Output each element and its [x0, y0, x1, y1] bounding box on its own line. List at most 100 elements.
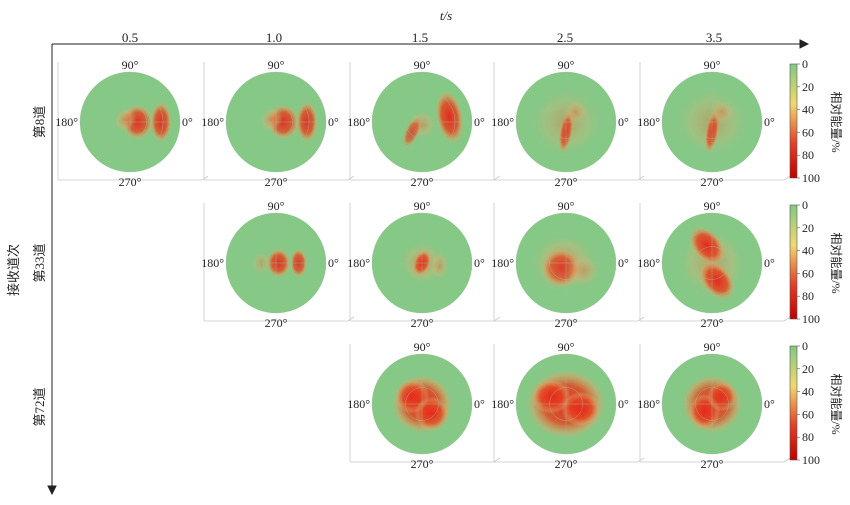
angle-label-180: 180° — [347, 256, 370, 270]
column-labels: 0.5 1.0 1.5 2.5 3.5 — [122, 30, 722, 45]
colorbar-tick-label: 80 — [802, 430, 814, 444]
panel-frame — [493, 62, 645, 181]
angle-label-0: 0° — [764, 256, 775, 270]
polar-grid — [371, 212, 473, 314]
angle-label-90: 90° — [558, 340, 575, 354]
colorbar-tick-label: 100 — [802, 171, 820, 185]
colorbar-tick-label: 60 — [802, 407, 814, 421]
polar-grid — [661, 71, 763, 173]
colorbar-tick-label: 80 — [802, 148, 814, 162]
angle-label-0: 0° — [182, 115, 193, 129]
polar-grid — [661, 212, 763, 314]
colorbar-tick-label: 20 — [802, 221, 814, 235]
angle-label-0: 0° — [474, 256, 485, 270]
energy-blob — [709, 99, 735, 125]
angle-label-180: 180° — [347, 397, 370, 411]
colorbars: 0 20 40 60 80 100 相对能量/% 0 20 40 60 80 100 相对能量/% 0 20 4… — [789, 57, 843, 467]
angle-label-270: 270° — [265, 175, 288, 189]
angle-label-90: 90° — [558, 199, 575, 213]
angle-label-0: 0° — [474, 397, 485, 411]
panel-frame — [203, 62, 355, 181]
angle-label-90: 90° — [558, 58, 575, 72]
colorbar-tick-label: 80 — [802, 289, 814, 303]
polar-grid — [371, 71, 473, 173]
angle-label-270: 270° — [555, 457, 578, 471]
y-axis-title: 接收道次 — [6, 244, 21, 296]
polar-grid — [661, 353, 763, 455]
polar-panel-r2-c4: 90° 270° 180° 0° — [637, 340, 791, 471]
angle-label-90: 90° — [414, 340, 431, 354]
polar-grid — [79, 71, 181, 173]
angle-label-180: 180° — [637, 397, 660, 411]
colorbar-tick-label: 20 — [802, 362, 814, 376]
angle-label-90: 90° — [704, 199, 721, 213]
angle-label-0: 0° — [764, 115, 775, 129]
polar-panel-r0-c1: 90° 270° 180° 0° — [201, 58, 355, 189]
energy-blob — [531, 379, 571, 414]
angle-label-270: 270° — [265, 316, 288, 330]
panel-frame — [349, 203, 501, 322]
panel-frame — [639, 344, 791, 463]
colorbar-row-1: 0 20 40 60 80 100 相对能量/% — [789, 198, 843, 326]
angle-label-270: 270° — [701, 316, 724, 330]
angle-label-0: 0° — [328, 256, 339, 270]
panel-frame — [57, 62, 209, 181]
energy-blob — [259, 106, 283, 133]
axis-frame — [47, 39, 810, 496]
column-label-2: 1.5 — [412, 30, 428, 45]
frame-corner — [493, 175, 501, 181]
panel-frame — [349, 344, 501, 463]
colorbar-tick-label: 40 — [802, 103, 814, 117]
angle-label-180: 180° — [491, 256, 514, 270]
colorbar-label: 相对能量/% — [829, 232, 843, 293]
top-axis-arrow — [799, 39, 810, 49]
colorbar-tick-label: 60 — [802, 266, 814, 280]
colorbar-row-2: 0 20 40 60 80 100 相对能量/% — [789, 339, 843, 467]
row-label-1: 第33道 — [32, 243, 47, 282]
column-label-4: 3.5 — [706, 30, 722, 45]
polar-grid — [225, 71, 327, 173]
energy-blob — [698, 260, 736, 301]
colorbar-tick-label: 100 — [802, 312, 820, 326]
angle-label-270: 270° — [555, 175, 578, 189]
angle-label-180: 180° — [201, 256, 224, 270]
colorbar-tick-label: 40 — [802, 244, 814, 258]
polar-panel-r0-c4: 90° 270° 180° 0° — [637, 58, 791, 189]
row-label-0: 第8道 — [32, 106, 47, 139]
panel-frame — [493, 344, 645, 463]
energy-blob — [563, 99, 589, 125]
angle-label-180: 180° — [637, 115, 660, 129]
angle-label-90: 90° — [268, 58, 285, 72]
angle-label-180: 180° — [201, 115, 224, 129]
left-axis-arrow — [47, 485, 57, 496]
x-axis-title: t/s — [440, 8, 452, 23]
angle-label-180: 180° — [347, 115, 370, 129]
angle-label-90: 90° — [268, 199, 285, 213]
energy-blob — [566, 253, 601, 288]
polar-grid — [515, 353, 617, 455]
angle-label-270: 270° — [555, 316, 578, 330]
angle-label-90: 90° — [704, 340, 721, 354]
angle-label-90: 90° — [414, 58, 431, 72]
energy-blob — [113, 106, 137, 133]
polar-panel-r0-c3: 90° 270° 180° 0° — [491, 58, 645, 189]
polar-grid — [225, 212, 327, 314]
polar-panel-r1-c4: 90° 270° 180° 0° — [637, 199, 791, 330]
angle-label-270: 270° — [119, 175, 142, 189]
polar-panel-r0-c0: 90° 270° 180° 0° — [55, 58, 209, 189]
angle-label-0: 0° — [618, 115, 629, 129]
angle-label-180: 180° — [55, 115, 78, 129]
colorbar-gradient — [789, 345, 798, 461]
angle-label-270: 270° — [411, 175, 434, 189]
angle-label-90: 90° — [414, 199, 431, 213]
colorbar-tick-label: 20 — [802, 80, 814, 94]
energy-blob — [401, 115, 423, 149]
colorbar-tick-label: 0 — [802, 198, 808, 212]
colorbar-tick-label: 40 — [802, 385, 814, 399]
colorbar-label: 相对能量/% — [829, 373, 843, 434]
frame-corner — [347, 175, 355, 181]
angle-label-180: 180° — [491, 397, 514, 411]
column-label-1: 1.0 — [266, 30, 282, 45]
energy-blob — [707, 381, 737, 412]
